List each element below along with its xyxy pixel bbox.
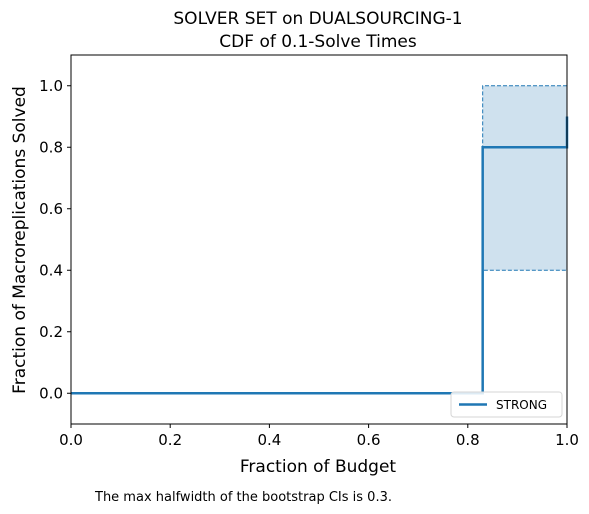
x-tick-label: 0.2 (158, 431, 182, 449)
y-axis-ticks: 0.0 0.2 0.4 0.6 0.8 1.0 (39, 77, 71, 403)
y-tick-label: 0.6 (39, 200, 63, 218)
y-tick-label: 0.4 (39, 261, 63, 279)
y-tick-label: 1.0 (39, 77, 63, 95)
x-axis-label: Fraction of Budget (240, 457, 397, 477)
x-axis-ticks: 0.0 0.2 0.4 0.6 0.8 1.0 (59, 424, 579, 449)
x-tick-label: 0.8 (456, 431, 480, 449)
x-tick-label: 0.6 (357, 431, 381, 449)
ci-band-0 (483, 86, 567, 271)
legend: STRONG (451, 392, 562, 417)
chart-title-line2: CDF of 0.1-Solve Times (219, 32, 417, 52)
y-tick-label: 0.0 (39, 384, 63, 402)
plot-area (71, 86, 567, 394)
bootstrap-ci-note: The max halfwidth of the bootstrap CIs i… (94, 490, 392, 505)
chart-title-line1: SOLVER SET on DUALSOURCING-1 (173, 9, 462, 29)
y-tick-label: 0.8 (39, 138, 63, 156)
x-tick-label: 1.0 (555, 431, 579, 449)
y-tick-label: 0.2 (39, 323, 63, 341)
legend-label-strong: STRONG (496, 398, 547, 412)
x-tick-label: 0.4 (257, 431, 281, 449)
y-axis-label: Fraction of Macroreplications Solved (10, 86, 30, 394)
x-tick-label: 0.0 (59, 431, 83, 449)
